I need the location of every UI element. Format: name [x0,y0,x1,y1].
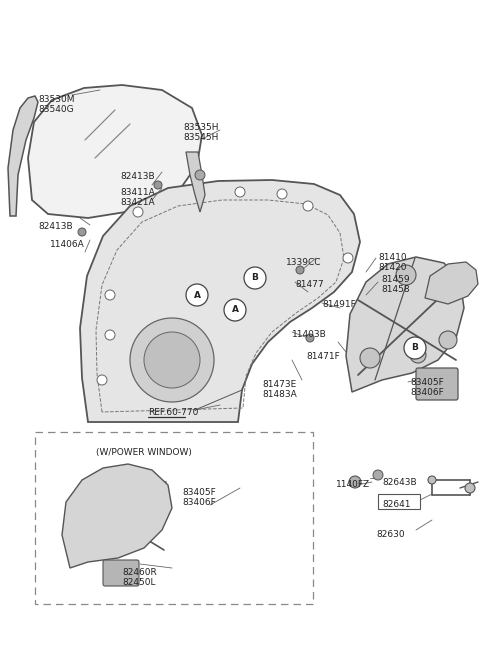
Text: (W/POWER WINDOW): (W/POWER WINDOW) [96,448,192,457]
Text: B: B [411,344,419,352]
Circle shape [244,267,266,289]
Circle shape [410,347,426,363]
Circle shape [186,284,208,306]
Circle shape [439,331,457,349]
Text: 1140FZ: 1140FZ [336,480,370,489]
Text: 82413B: 82413B [38,222,72,231]
Circle shape [306,334,314,342]
Text: 81477: 81477 [295,280,324,289]
Text: REF.60-770: REF.60-770 [148,408,198,417]
Circle shape [235,187,245,197]
Circle shape [133,207,143,217]
Text: A: A [231,306,239,314]
Circle shape [105,290,115,300]
Polygon shape [346,257,464,392]
Text: 83405F
83406F: 83405F 83406F [182,488,216,507]
Text: 11403B: 11403B [292,330,327,339]
Text: 1339CC: 1339CC [286,258,322,267]
Circle shape [130,318,214,402]
Circle shape [154,181,162,189]
Text: A: A [193,291,201,300]
Circle shape [296,266,304,274]
Text: 82641: 82641 [382,500,410,509]
Polygon shape [28,85,202,218]
Text: 81410
81420: 81410 81420 [378,253,407,272]
Text: 81459
81458: 81459 81458 [381,275,409,295]
Circle shape [303,201,313,211]
FancyBboxPatch shape [416,368,458,400]
Circle shape [404,337,426,359]
Polygon shape [8,96,38,216]
Text: 82643B: 82643B [382,478,417,487]
Circle shape [78,228,86,236]
Text: 81491F: 81491F [322,300,356,309]
Text: 82630: 82630 [376,530,405,539]
Text: 81473E
81483A: 81473E 81483A [262,380,297,400]
Circle shape [396,265,416,285]
Bar [35,432,313,604]
Circle shape [277,189,287,199]
Circle shape [465,483,475,493]
Text: 82413B: 82413B [120,172,155,181]
Circle shape [373,470,383,480]
Text: 83530M
83540G: 83530M 83540G [38,95,74,114]
Circle shape [105,330,115,340]
Polygon shape [62,464,172,568]
Text: 11406A: 11406A [50,240,85,249]
Text: B: B [252,274,258,283]
Text: 83405F
83406F: 83405F 83406F [410,378,444,398]
Circle shape [195,170,205,180]
Circle shape [144,332,200,388]
Circle shape [343,253,353,263]
Circle shape [360,348,380,368]
Circle shape [428,476,436,484]
Bar [378,494,420,509]
Polygon shape [80,180,360,422]
Polygon shape [425,262,478,304]
Circle shape [349,476,361,488]
Text: 82460R
82450L: 82460R 82450L [122,568,157,587]
Text: 83411A
83421A: 83411A 83421A [120,188,155,207]
Circle shape [224,299,246,321]
Circle shape [97,375,107,385]
Text: 83535H
83545H: 83535H 83545H [183,123,218,142]
Polygon shape [186,152,205,212]
FancyBboxPatch shape [103,560,139,586]
Text: 81471F: 81471F [306,352,340,361]
